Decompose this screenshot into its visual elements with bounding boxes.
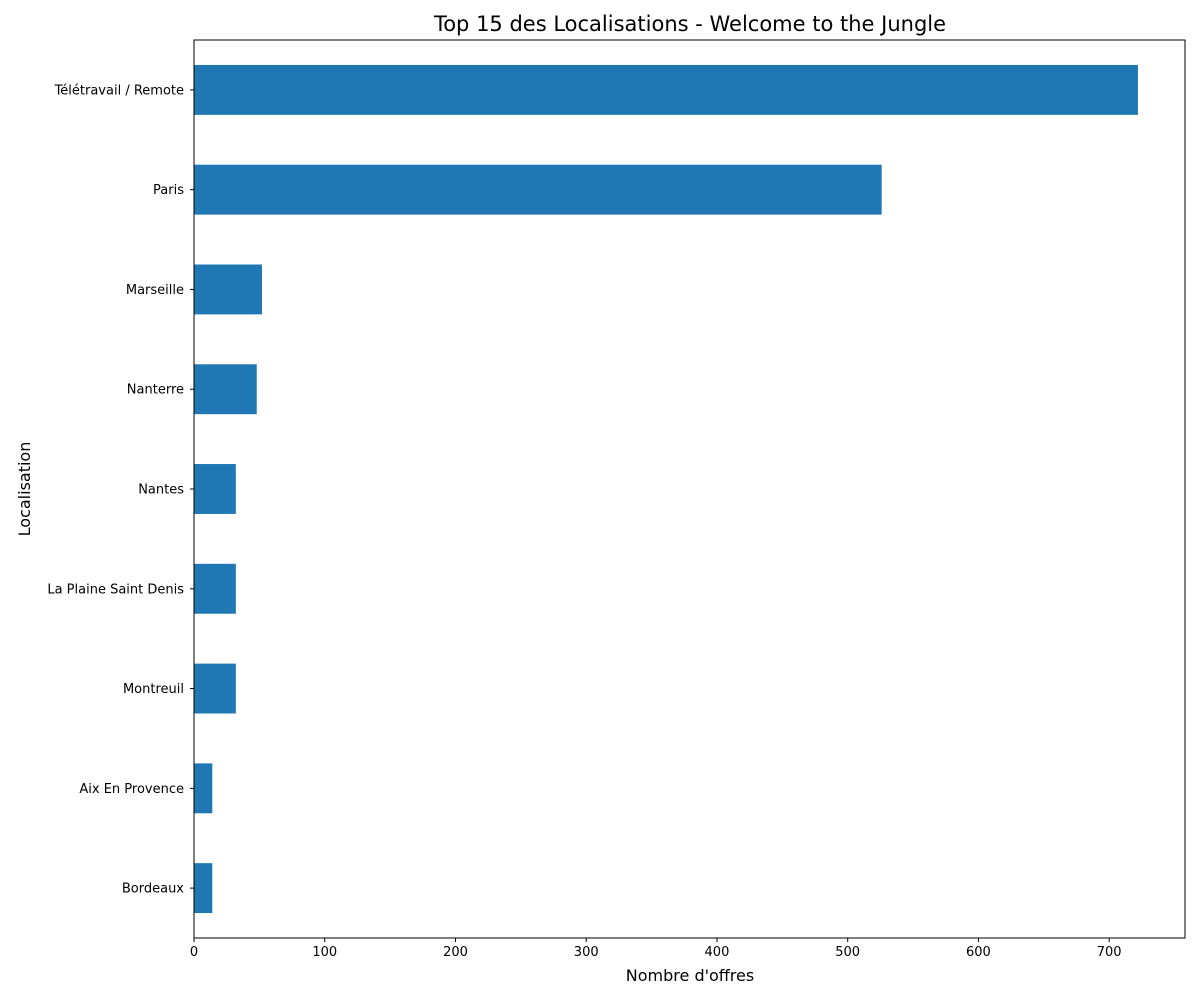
y-tick-label-5: La Plaine Saint Denis: [47, 582, 184, 597]
bar-8: [194, 863, 213, 914]
x-axis-ticks: 0 100 200 300 400 500 600 700: [190, 938, 1122, 960]
y-tick-label-7: Aix En Provence: [79, 782, 184, 797]
y-axis-ticks: Télétravail / Remote Paris Marseille Nanter…: [47, 83, 194, 897]
y-tick-label-2: Marseille: [126, 283, 184, 298]
bar-0: [194, 64, 1138, 115]
bar-5: [194, 563, 236, 614]
y-axis-label: Localisation: [15, 442, 34, 537]
bar-3: [194, 364, 257, 415]
bar-6: [194, 663, 236, 714]
chart-title: Top 15 des Localisations - Welcome to th…: [433, 12, 946, 36]
bar-1: [194, 164, 882, 215]
x-tick-label-0: 0: [190, 945, 198, 960]
x-tick-label-6: 600: [966, 945, 991, 960]
y-tick-label-6: Montreuil: [123, 682, 184, 697]
bar-7: [194, 763, 213, 814]
plot-frame: [193, 39, 1186, 939]
y-tick-label-0: Télétravail / Remote: [54, 83, 184, 98]
x-tick-label-5: 500: [835, 945, 860, 960]
x-tick-label-4: 400: [705, 945, 730, 960]
x-tick-label-7: 700: [1097, 945, 1122, 960]
x-tick-label-2: 200: [443, 945, 468, 960]
y-tick-label-3: Nanterre: [127, 383, 184, 398]
bar-2: [194, 264, 262, 315]
x-tick-label-3: 300: [574, 945, 599, 960]
bars-group: [194, 64, 1138, 914]
y-tick-label-4: Nantes: [138, 483, 184, 498]
x-tick-label-1: 100: [312, 945, 337, 960]
y-tick-label-8: Bordeaux: [122, 882, 184, 897]
x-axis-label: Nombre d'offres: [626, 966, 754, 985]
y-tick-label-1: Paris: [153, 183, 184, 198]
bar-4: [194, 464, 236, 514]
